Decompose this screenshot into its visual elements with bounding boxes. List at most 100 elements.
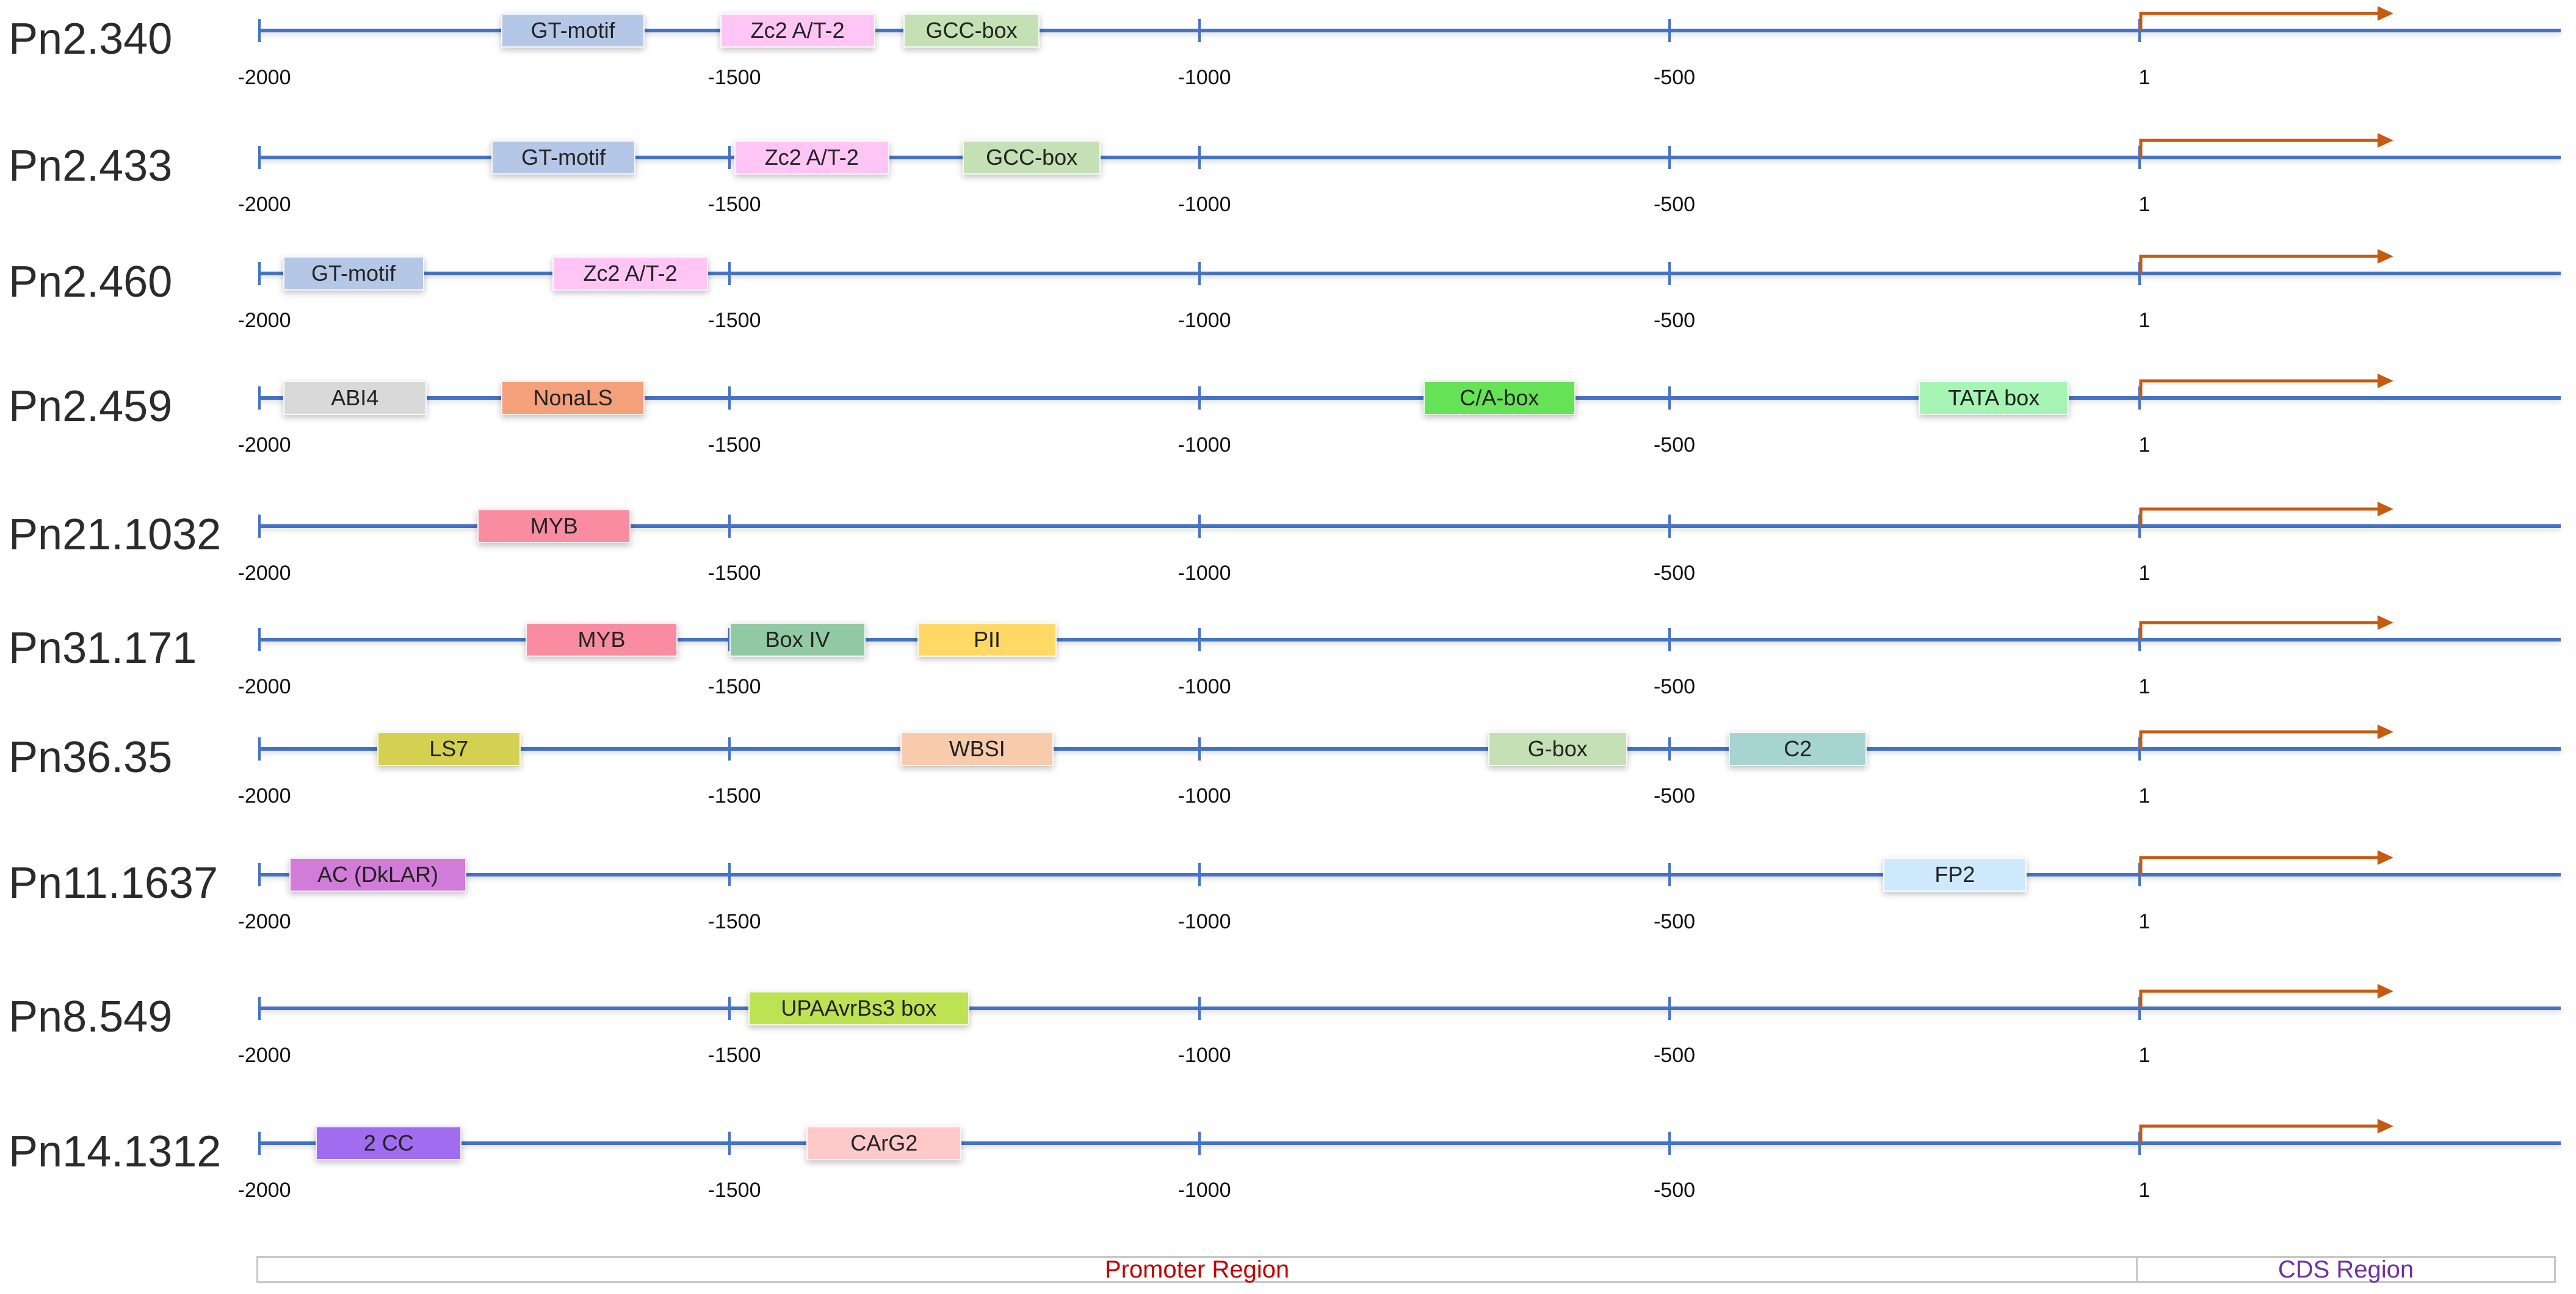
gene-name: Pn31.171 <box>9 624 197 673</box>
tick-label: -1500 <box>707 675 761 698</box>
cis-element-box: PII <box>917 623 1057 657</box>
tss-arrow-icon <box>2139 850 2393 875</box>
axis-tick <box>1198 1132 1201 1155</box>
tick-label: -1000 <box>1178 675 1231 698</box>
axis-tick <box>1198 146 1201 169</box>
axis-tick <box>1198 737 1201 761</box>
tick-label: -1000 <box>1178 1179 1231 1202</box>
tick-label: -2000 <box>237 66 291 89</box>
axis-tick <box>1198 262 1201 285</box>
cis-element-box: G-box <box>1488 732 1627 766</box>
cis-element-box: GT-motif <box>491 140 635 175</box>
tick-label: -1000 <box>1178 910 1231 933</box>
cis-element-box: GT-motif <box>283 256 424 291</box>
track-line <box>259 396 2561 400</box>
gene-name: Pn2.433 <box>9 142 173 190</box>
tick-label: -2000 <box>237 910 291 933</box>
cis-element-box: AC (DkLAR) <box>289 858 466 892</box>
cis-element-box: MYB <box>525 623 678 657</box>
tick-label: -1500 <box>707 910 761 933</box>
tick-label: -500 <box>1653 675 1696 698</box>
tss-arrow-icon <box>2139 133 2393 157</box>
axis-tick <box>1668 997 1671 1020</box>
tick-label: 1 <box>2138 784 2151 808</box>
axis-tick <box>728 1132 731 1155</box>
tick-label: -1500 <box>707 784 761 808</box>
tick-label: -500 <box>1653 784 1696 808</box>
axis-tick <box>728 386 731 410</box>
axis-tick <box>258 262 261 285</box>
cis-element-box: 2 CC <box>316 1126 462 1160</box>
tick-label: 1 <box>2138 562 2151 585</box>
axis-tick <box>728 863 731 886</box>
tick-label: 1 <box>2138 309 2151 332</box>
tick-label: -1000 <box>1178 193 1231 216</box>
cis-element-box: Zc2 A/T-2 <box>552 256 708 291</box>
tss-arrow-icon <box>2139 984 2393 1008</box>
tick-label: 1 <box>2138 193 2151 216</box>
cis-element-box: UPAAvrBs3 box <box>748 991 969 1025</box>
track-line <box>259 873 2561 877</box>
cis-element-box: Zc2 A/T-2 <box>720 13 875 48</box>
track-line <box>259 1007 2561 1010</box>
axis-tick <box>258 863 261 886</box>
axis-tick <box>1198 997 1201 1020</box>
tick-label: -2000 <box>237 784 291 808</box>
tick-label: -2000 <box>237 433 291 457</box>
cis-element-box: GCC-box <box>962 140 1101 175</box>
tick-label: 1 <box>2138 675 2151 698</box>
gene-name: Pn2.340 <box>9 15 173 63</box>
tick-label: -1000 <box>1178 433 1231 457</box>
cis-element-box: WBSI <box>900 732 1054 766</box>
axis-tick <box>1198 863 1201 886</box>
tick-label: -500 <box>1653 910 1696 933</box>
axis-tick <box>728 515 731 538</box>
gene-name: Pn2.460 <box>9 258 173 306</box>
tick-label: 1 <box>2138 1179 2151 1202</box>
gene-name: Pn8.549 <box>9 992 173 1041</box>
tss-arrow-icon <box>2139 615 2393 640</box>
axis-tick <box>1198 19 1201 42</box>
axis-tick <box>1668 515 1671 538</box>
axis-tick <box>258 628 261 651</box>
tick-label: -1000 <box>1178 1044 1231 1067</box>
track-line <box>259 272 2561 275</box>
axis-tick <box>1668 386 1671 410</box>
tick-label: -2000 <box>237 1044 291 1067</box>
axis-tick <box>258 737 261 761</box>
axis-tick <box>258 19 261 42</box>
promoter-region-label: Promoter Region <box>256 1256 2138 1283</box>
axis-tick <box>1668 1132 1671 1155</box>
axis-tick <box>258 386 261 410</box>
axis-tick <box>1198 386 1201 410</box>
tick-label: 1 <box>2138 66 2151 89</box>
tick-label: -2000 <box>237 562 291 585</box>
axis-tick <box>1668 146 1671 169</box>
axis-tick <box>1668 19 1671 42</box>
axis-tick <box>1198 515 1201 538</box>
tick-label: -1500 <box>707 1179 761 1202</box>
cis-element-box: TATA box <box>1919 381 2069 415</box>
axis-tick <box>728 997 731 1020</box>
tick-label: -500 <box>1653 1179 1696 1202</box>
cds-region-label: CDS Region <box>2136 1256 2556 1283</box>
cis-element-box: C/A-box <box>1423 381 1576 415</box>
track-line <box>259 1141 2561 1145</box>
gene-name: Pn21.1032 <box>9 510 222 559</box>
track-line <box>259 747 2561 751</box>
track-line <box>259 524 2561 528</box>
tick-label: -2000 <box>237 675 291 698</box>
cis-element-box: MYB <box>477 509 631 543</box>
axis-tick <box>728 146 731 169</box>
gene-name: Pn36.35 <box>9 733 173 782</box>
tick-label: -1500 <box>707 433 761 457</box>
axis-tick <box>1668 628 1671 651</box>
track-line <box>259 638 2561 642</box>
tick-label: -500 <box>1653 66 1696 89</box>
axis-tick <box>258 515 261 538</box>
tick-label: -500 <box>1653 433 1696 457</box>
cis-element-box: Zc2 A/T-2 <box>734 140 889 175</box>
cis-element-box: GT-motif <box>501 13 645 48</box>
tick-label: -1500 <box>707 309 761 332</box>
